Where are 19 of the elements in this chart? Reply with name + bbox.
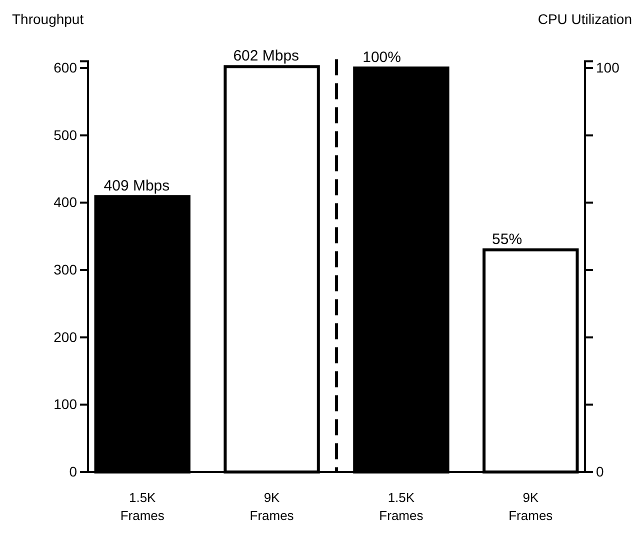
y-tick-label: 100 [54, 396, 78, 412]
y-tick-label: 300 [54, 261, 78, 278]
y-tick-label: 600 [54, 59, 78, 76]
x-tick-label: 1.5K Frames [379, 490, 424, 523]
data-label: 55% [492, 230, 522, 248]
y-axis-title: Throughput [12, 11, 84, 27]
y-tick-label: 0 [69, 463, 78, 480]
x-tick-label: 9K Frames [250, 490, 294, 523]
x-tick-label: 9K Frames [508, 490, 554, 523]
y-tick-label: 500 [54, 126, 78, 143]
y2-tick-label: 0 [596, 463, 604, 480]
y-tick-label: 400 [54, 194, 78, 210]
y2-tick-label: 100 [596, 59, 620, 76]
data-label: 100% [362, 49, 401, 66]
x-tick-label: 1.5K Frames [120, 490, 165, 523]
data-label: 602 Mbps [233, 48, 300, 65]
data-label: 409 Mbps [104, 178, 170, 195]
y2-axis-title: CPU Utilization [538, 11, 632, 27]
y-tick-label: 200 [54, 328, 78, 345]
